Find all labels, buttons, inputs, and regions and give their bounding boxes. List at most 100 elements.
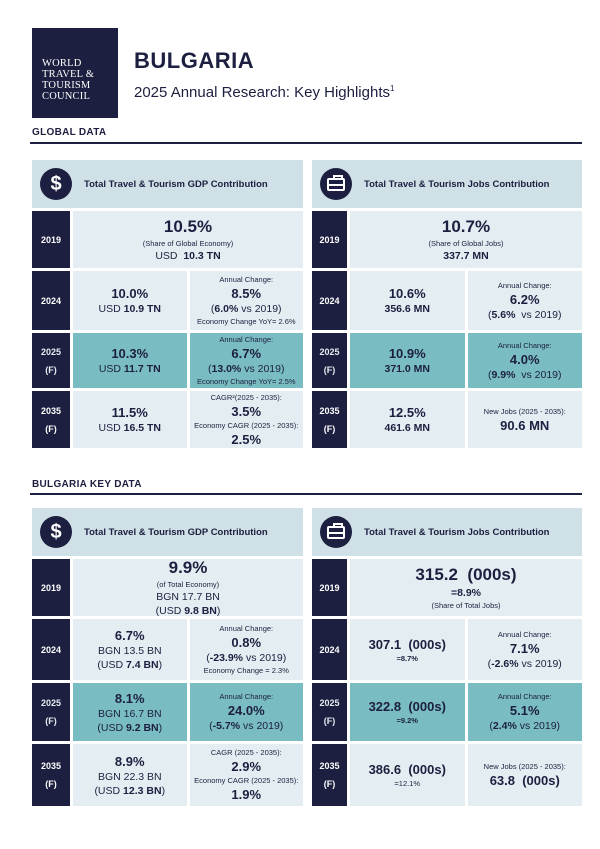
table-row: 2019 9.9% (of Total Economy) BGN 17.7 BN (US… [32, 558, 303, 617]
panel-title: Total Travel & Tourism Jobs Contribution [364, 178, 550, 190]
cell-text: ) [158, 659, 163, 671]
change-cell: CAGR (2025 - 2035): 2.9% Economy CAGR (202… [189, 744, 303, 806]
year-label: 2024 [32, 619, 70, 680]
cell-line: Economy Change YoY= 2.5% [197, 377, 296, 386]
cell-line: (13.0% vs 2019) [208, 363, 284, 375]
cell-text: Annual Change: [219, 624, 274, 633]
cell-text: USD [98, 363, 124, 375]
year-value: 2019 [319, 582, 340, 593]
table-row: 2035 (F) 11.5% USD 16.5 TN CAGR²(2025 - 2035… [32, 391, 303, 448]
forecast-marker: (F) [45, 779, 57, 789]
cell-line: USD 16.5 TN [99, 422, 161, 434]
logo-line: COUNCIL [42, 91, 91, 102]
cell-text: vs 2019) [240, 720, 284, 732]
change-cell: Annual Change: 5.1% (2.4% vs 2019) [467, 683, 582, 741]
cell-text: 90.6 MN [500, 417, 550, 433]
value-cell: 10.7% (Share of Global Jobs) 337.7 MN [350, 211, 582, 268]
cell-text: (Share of Total Jobs) [431, 601, 501, 610]
cell-text: vs 2019) [243, 652, 287, 664]
table-row: 2019 315.2 (000s) =8.9% (Share of Total Job… [312, 559, 582, 616]
cell-text: New Jobs (2025 - 2035): [483, 762, 566, 771]
year-label: 2025 (F) [32, 683, 70, 741]
cell-line: (9.9% vs 2019) [488, 369, 562, 381]
cell-text: 8.9% [114, 753, 145, 769]
briefcase-icon [320, 168, 352, 200]
dollar-icon: $ [40, 516, 72, 548]
cell-text: Annual Change: [497, 692, 552, 701]
cell-text: ( [489, 720, 493, 732]
cell-text: 371.0 MN [384, 363, 431, 375]
panel-header: Total Travel & Tourism Jobs Contribution [312, 508, 582, 556]
cell-text: 6.7% [114, 628, 145, 643]
cell-line: BGN 17.7 BN [156, 591, 220, 603]
cell-line: 12.5% [389, 405, 426, 420]
cell-line: 10.3% [111, 346, 148, 361]
cell-text: 10.7% [441, 217, 491, 236]
cell-line: 1.9% [231, 787, 261, 802]
year-value: 2019 [40, 234, 62, 245]
panel-header: Total Travel & Tourism Jobs Contribution [312, 160, 582, 208]
cell-text: =12.1% [394, 779, 421, 788]
cell-line: 315.2 (000s) [415, 565, 516, 585]
year-value: 2035 [40, 405, 62, 416]
cell-line: (Share of Global Economy) [143, 239, 233, 248]
cell-line: 8.1% [115, 691, 145, 706]
cell-line: 8.5% [231, 286, 261, 301]
panel-title: Total Travel & Tourism Jobs Contribution [364, 526, 550, 538]
cell-line: 10.7% [442, 217, 490, 237]
cell-text: ( [209, 720, 213, 732]
cell-text: 461.6 MN [384, 422, 431, 434]
cell-line: BGN 16.7 BN [98, 708, 162, 720]
cell-text: 63.8 (000s) [489, 773, 560, 788]
value-cell: 10.5% (Share of Global Economy) USD 10.3 T… [73, 211, 303, 268]
year-label: 2025 (F) [32, 333, 70, 388]
cell-text: 322.8 (000s) [368, 699, 446, 714]
cell-text: 9.2 BN [125, 721, 159, 734]
cell-text: vs 2019) [515, 308, 562, 321]
cell-text: ) [158, 721, 163, 734]
forecast-marker: (F) [323, 779, 336, 789]
value-cell: 307.1 (000s) =8.7% [350, 619, 465, 680]
section-divider [30, 142, 582, 144]
cell-text: New Jobs (2025 - 2035): [483, 406, 566, 416]
cell-line: 6.7% [115, 628, 145, 643]
page-subtitle: 2025 Annual Research: Key Highlights1 [134, 84, 394, 101]
cell-text: =8.7% [396, 653, 418, 663]
cell-line: Annual Change: [498, 341, 552, 350]
footnote-marker: 1 [390, 84, 395, 93]
cell-text: BGN 22.3 BN [97, 770, 162, 783]
cell-text: 8.5% [231, 286, 262, 301]
logo-line: WORLD [42, 58, 82, 69]
year-value: 2025 [319, 346, 340, 357]
year-value: 2024 [40, 295, 62, 306]
cell-line: Annual Change: [219, 335, 273, 344]
value-cell: 12.5% 461.6 MN [350, 391, 465, 448]
cell-text: 6.0% [214, 303, 239, 315]
cell-text: 16.5 TN [123, 422, 161, 434]
cell-text: 13.0% [211, 363, 242, 375]
cell-line: USD 10.3 TN [155, 250, 220, 262]
cell-text: =9.2% [396, 716, 418, 725]
gdp-panel: $ Total Travel & Tourism GDP Contribution… [32, 160, 303, 448]
cell-line: USD 11.7 TN [99, 363, 161, 375]
cell-text: 7.1% [509, 640, 540, 656]
cell-text: ) [161, 784, 166, 797]
cell-line: 461.6 MN [384, 422, 430, 434]
panel-title: Total Travel & Tourism GDP Contribution [84, 178, 268, 190]
logo-line: TOURISM [42, 80, 91, 91]
value-cell: 11.5% USD 16.5 TN [73, 391, 187, 448]
change-cell: New Jobs (2025 - 2035): 63.8 (000s) [467, 744, 582, 806]
forecast-marker: (F) [323, 423, 336, 434]
cell-line: 371.0 MN [384, 363, 430, 375]
page-title: BULGARIA [134, 48, 255, 73]
forecast-marker: (F) [323, 716, 336, 726]
cell-text: 12.5% [388, 405, 426, 420]
table-row: 2025 (F) 10.9% 371.0 MN Annual Change: 4.0% (9… [312, 333, 582, 388]
change-cell: Annual Change: 4.0% (9.9% vs 2019) [467, 333, 582, 388]
year-value: 2024 [319, 295, 340, 306]
cell-line: CAGR²(2025 - 2035): [211, 393, 282, 402]
cell-line: Economy Change = 2.3% [204, 666, 289, 675]
year-value: 2019 [40, 582, 62, 593]
year-label: 2025 (F) [312, 683, 347, 741]
cell-line: (2.4% vs 2019) [489, 720, 560, 732]
